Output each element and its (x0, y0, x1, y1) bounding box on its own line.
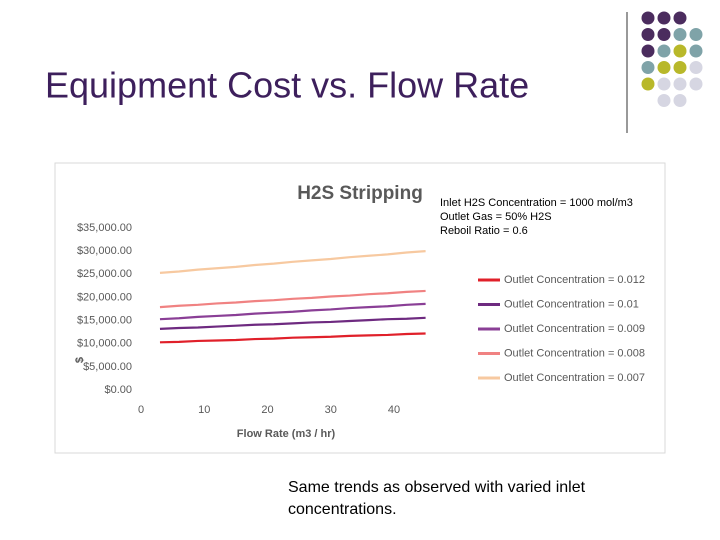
dot (673, 61, 687, 74)
dot (657, 94, 671, 107)
annotation: Reboil Ratio = 0.6 (440, 225, 528, 237)
x-tick-label: 10 (198, 404, 210, 416)
dot (673, 44, 687, 58)
dot (689, 28, 703, 41)
decoration (641, 11, 703, 107)
x-tick-label: 30 (325, 404, 337, 416)
dot (689, 77, 703, 91)
dot (641, 28, 655, 41)
x-tick-label: 20 (261, 404, 273, 416)
x-tick-label: 0 (138, 404, 144, 416)
slide-title: Equipment Cost vs. Flow Rate (45, 65, 529, 106)
series-line (159, 250, 426, 274)
y-tick-label: $25,000.00 (77, 268, 132, 280)
legend-label: Outlet Concentration = 0.007 (504, 372, 645, 384)
dot (657, 61, 671, 74)
dot (657, 44, 671, 58)
legend-label: Outlet Concentration = 0.008 (504, 347, 645, 359)
dot (689, 61, 703, 74)
dot (673, 28, 687, 41)
dot (673, 94, 687, 107)
y-tick-label: $30,000.00 (77, 245, 132, 257)
y-tick-label: $10,000.00 (77, 338, 132, 350)
chart-title: H2S Stripping (297, 183, 423, 204)
y-tick-label: $15,000.00 (77, 314, 132, 326)
series-line (159, 302, 426, 321)
legend-label: Outlet Concentration = 0.01 (504, 298, 639, 310)
dot (657, 11, 671, 25)
dot (641, 11, 655, 25)
x-tick-label: 40 (388, 404, 400, 416)
y-axis-title: $ (74, 357, 86, 363)
annotation: Outlet Gas = 50% H2S (440, 211, 552, 223)
legend-label: Outlet Concentration = 0.009 (504, 323, 645, 335)
dot (673, 11, 687, 25)
series-line (159, 289, 426, 309)
dot (657, 28, 671, 41)
dot (641, 77, 655, 91)
dot (657, 77, 671, 91)
dot (673, 77, 687, 91)
dot (689, 44, 703, 58)
y-tick-label: $35,000.00 (77, 222, 132, 234)
series-line (159, 332, 426, 344)
caption: Same trends as observed with varied inle… (288, 479, 586, 518)
dot (641, 44, 655, 58)
y-tick-label: $20,000.00 (77, 291, 132, 303)
annotation: Inlet H2S Concentration = 1000 mol/m3 (440, 197, 633, 209)
dot (641, 61, 655, 74)
x-axis-title: Flow Rate (m3 / hr) (237, 428, 336, 440)
y-tick-label: $0.00 (104, 384, 132, 396)
y-tick-label: $5,000.00 (83, 361, 132, 373)
legend-label: Outlet Concentration = 0.012 (504, 274, 645, 286)
series-line (159, 316, 426, 331)
